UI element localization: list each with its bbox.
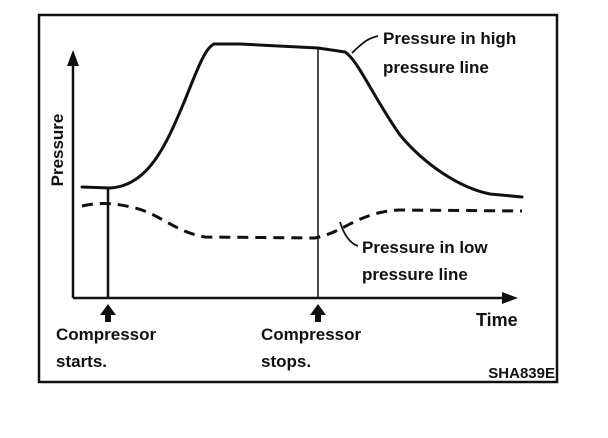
x-axis-label: Time	[476, 310, 518, 330]
low-line-label-2: pressure line	[362, 265, 468, 284]
high-line-label-1: Pressure in high	[383, 29, 516, 48]
high-line-label-2: pressure line	[383, 58, 489, 77]
high-line-leader	[351, 35, 379, 54]
compressor-stop-arrow	[310, 304, 326, 322]
x-axis-arrowhead	[502, 292, 518, 304]
figure-code: SHA839E	[488, 365, 555, 382]
y-axis-arrowhead	[67, 50, 79, 66]
low-line-label-1: Pressure in low	[362, 238, 488, 257]
compressor-start-label-2: starts.	[56, 352, 107, 371]
compressor-start-arrow	[100, 304, 116, 322]
diagram-frame	[37, 13, 559, 384]
compressor-stop-label-1: Compressor	[261, 325, 362, 344]
y-axis-label: Pressure	[48, 114, 67, 187]
low-pressure-curve	[81, 202, 523, 240]
compressor-stop-label-2: stops.	[261, 352, 311, 371]
compressor-start-label-1: Compressor	[56, 325, 157, 344]
low-line-leader	[339, 221, 359, 247]
